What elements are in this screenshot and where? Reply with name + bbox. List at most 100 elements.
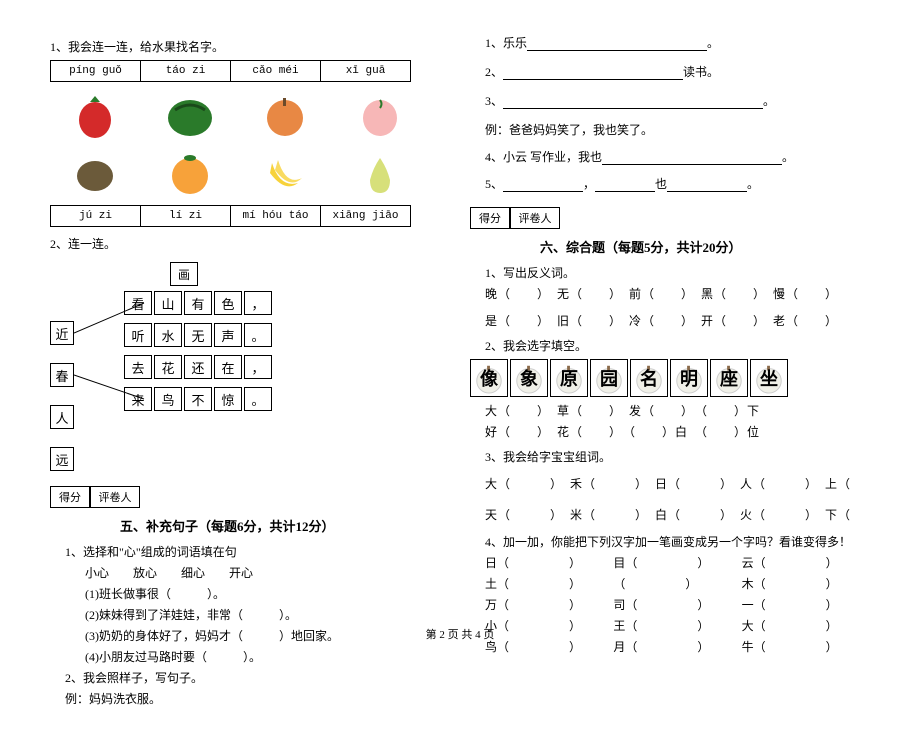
char-transform-cell: （ ）: [613, 575, 741, 592]
poem-cell: ，: [244, 355, 272, 379]
poem-cell: 来: [124, 387, 152, 411]
char-transform-row: 日（ ）目（ ）云（ ）: [485, 554, 870, 571]
char-option: 园: [590, 359, 628, 397]
q1-label: 1、我会连一连，给水果找名字。: [50, 38, 430, 55]
char-option: 坐: [750, 359, 788, 397]
worksheet-page: 1、我会连一连，给水果找名字。 píng guǒ táo zi cǎo méi …: [0, 0, 920, 731]
poem-row: 来鸟不惊。: [124, 387, 272, 411]
char-option: 原: [550, 359, 588, 397]
pinyin-cell: mí hóu táo: [231, 206, 321, 227]
poem-cell: 听: [124, 323, 152, 347]
q6-2-line1: 大（ ） 草（ ） 发（ ） （ ）下: [485, 402, 870, 419]
char-transform-row: 万（ ）司（ ）一（ ）: [485, 596, 870, 613]
fruit-icon: [50, 87, 140, 142]
q5-1-items: (1)班长做事很（ ）。(2)妹妹得到了洋娃娃，非常（ ）。(3)奶奶的身体好了…: [50, 585, 430, 665]
fill-3-suffix: 。: [763, 94, 775, 108]
fill-item: (4)小朋友过马路时要（ ）。: [85, 648, 430, 665]
blank[interactable]: [503, 178, 583, 192]
poem-cell: 去: [124, 355, 152, 379]
pinyin-cell: táo zi: [141, 61, 231, 82]
poem-cell: ，: [244, 291, 272, 315]
score-box-6: 得分 评卷人: [470, 207, 870, 229]
poem-cell: 在: [214, 355, 242, 379]
q5-1-label: 1、选择和"心"组成的词语填在句: [65, 543, 430, 560]
char-option: 像: [470, 359, 508, 397]
char-transform-cell: 日（ ）: [485, 554, 613, 571]
left-column: 1、我会连一连，给水果找名字。 píng guǒ táo zi cǎo méi …: [50, 30, 430, 711]
poem-row: 去花还在，: [124, 355, 272, 379]
blank[interactable]: [527, 37, 707, 51]
fill-4: 4、小云 写作业，我也。: [485, 148, 870, 165]
section5-title: 五、补充句子（每题6分，共计12分）: [120, 516, 430, 535]
pinyin-bottom-row: jú zi lí zi mí hóu táo xiāng jiāo: [50, 205, 411, 227]
pinyin-top-row: píng guǒ táo zi cǎo méi xī guā: [50, 60, 411, 82]
q6-1-label: 1、写出反义词。: [485, 264, 870, 281]
char-select-row: 像象原园名明座坐: [470, 359, 870, 397]
char-box: 春: [50, 363, 74, 387]
fruit-icon: [335, 87, 425, 142]
char-option: 象: [510, 359, 548, 397]
char-box: 人: [50, 405, 74, 429]
fill-1-suffix: 。: [707, 36, 719, 50]
fill-5-prefix: 5、: [485, 177, 503, 191]
q5-2-example: 例：妈妈洗衣服。: [65, 690, 430, 707]
fill-4-prefix: 4、小云 写作业，我也: [485, 150, 602, 164]
char-transform-cell: 司（ ）: [613, 596, 741, 613]
char-box: 近: [50, 321, 74, 345]
fruit-icon: [145, 145, 235, 200]
char-transform-cell: 土（ ）: [485, 575, 613, 592]
score-box: 得分 评卷人: [50, 486, 430, 508]
char-transform-cell: 一（ ）: [742, 596, 870, 613]
pinyin-cell: cǎo méi: [231, 61, 321, 82]
q6-2-label: 2、我会选字填空。: [485, 337, 870, 354]
fill-2: 2、 读书。: [485, 63, 870, 80]
poem-cell: 无: [184, 323, 212, 347]
q2-label: 2、连一连。: [50, 235, 430, 252]
fill-3: 3、。: [485, 92, 870, 109]
char-transform-cell: 木（ ）: [742, 575, 870, 592]
left-char-column: 近春人远: [50, 321, 74, 471]
fruit-icon: [145, 87, 235, 142]
q6-1-line2: 是（ ） 旧（ ） 冷（ ） 开（ ） 老（ ）: [485, 312, 870, 329]
q6-2-line2: 好（ ） 花（ ） （ ）白 （ ）位: [485, 423, 870, 440]
poem-cell: 还: [184, 355, 212, 379]
grader-label: 评卷人: [90, 486, 140, 508]
pinyin-cell: píng guǒ: [51, 61, 141, 82]
blank[interactable]: [595, 178, 655, 192]
fill-5-mid: ，: [583, 177, 595, 191]
pinyin-cell: xiāng jiāo: [321, 206, 411, 227]
fill-item: (2)妹妹得到了洋娃娃，非常（ ）。: [85, 606, 430, 623]
fill-1: 1、乐乐 。: [485, 34, 870, 51]
fill-1-prefix: 1、乐乐: [485, 36, 527, 50]
poem-cell: 不: [184, 387, 212, 411]
char-transform-cell: 万（ ）: [485, 596, 613, 613]
poem-row: 看山有色，: [124, 291, 272, 315]
poem-cell: 水: [154, 323, 182, 347]
poem-grid: 看山有色，听水无声。去花还在，来鸟不惊。: [124, 291, 272, 471]
poem-cell: 声: [214, 323, 242, 347]
fill-2-prefix: 2、: [485, 65, 503, 79]
grader-label: 评卷人: [510, 207, 560, 229]
fill-5-mid2: 也: [655, 177, 667, 191]
poem-cell: 。: [244, 323, 272, 347]
char-transform-cell: 目（ ）: [613, 554, 741, 571]
right-column: 1、乐乐。 2、读书。 3、。 例：爸爸妈妈笑了，我也笑了。 4、小云 写作业，…: [470, 30, 870, 711]
fruit-row-1: [50, 87, 430, 142]
blank[interactable]: [602, 151, 782, 165]
fruit-row-2: [50, 145, 430, 200]
poem-cell: 。: [244, 387, 272, 411]
poem-cell: 惊: [214, 387, 242, 411]
char-transform-cell: 云（ ）: [742, 554, 870, 571]
q5-2-label: 2、我会照样子，写句子。: [65, 669, 430, 686]
char-box: 远: [50, 447, 74, 471]
top-char-box: 画: [170, 262, 198, 286]
poem-cell: 花: [154, 355, 182, 379]
blank[interactable]: [667, 178, 747, 192]
q6-3-label: 3、我会给字宝宝组词。: [485, 448, 870, 465]
fruit-icon: [50, 145, 140, 200]
blank[interactable]: [503, 95, 763, 109]
char-option: 名: [630, 359, 668, 397]
fill-2-suffix: 读书。: [683, 65, 719, 79]
blank[interactable]: [503, 66, 683, 80]
pinyin-cell: lí zi: [141, 206, 231, 227]
